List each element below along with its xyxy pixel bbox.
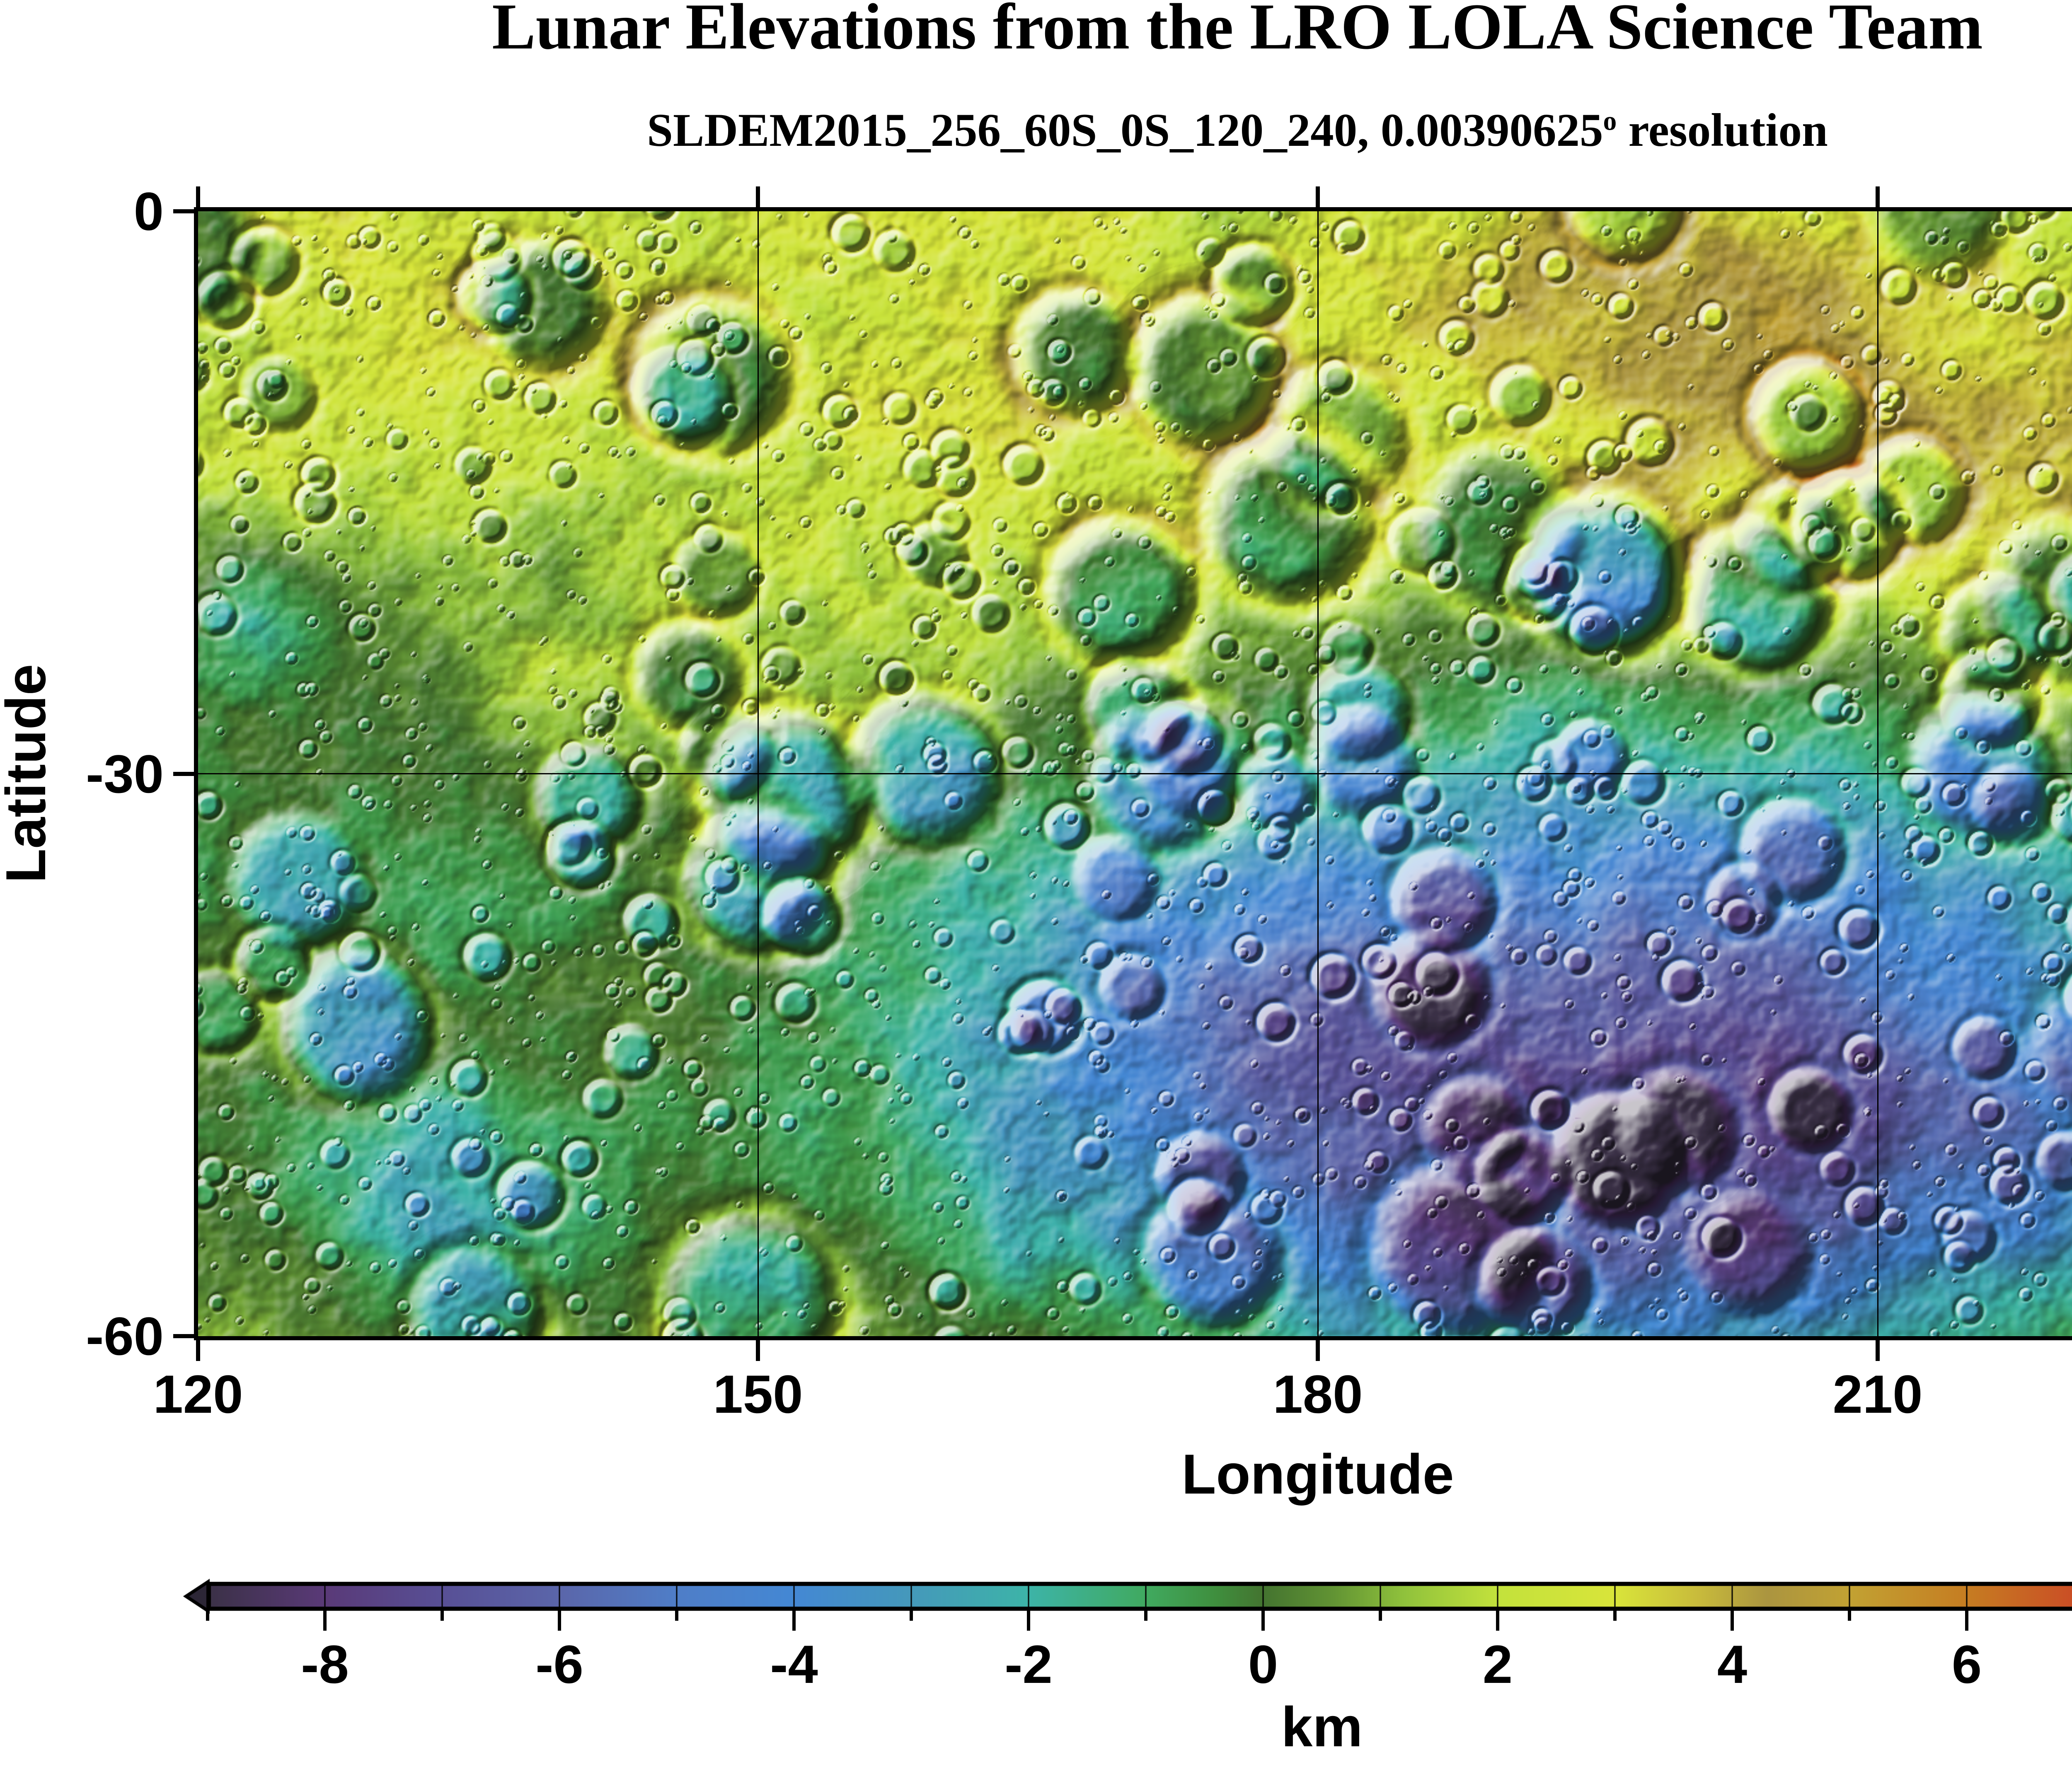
x-tick-top-180 (1316, 186, 1320, 207)
colorbar-tick-1 (1379, 1610, 1382, 1621)
x-tick-bottom-180 (1316, 1340, 1320, 1361)
x-tick-label-120: 120 (153, 1364, 243, 1424)
y-tick-label--30: -30 (86, 743, 164, 804)
x-axis-label: Longitude (1181, 1443, 1454, 1506)
colorbar-tick-label--4: -4 (770, 1634, 818, 1694)
colorbar-tick-2 (1496, 1610, 1499, 1631)
subtitle-text: SLDEM2015_256_60S_0S_120_240, 0.00390625 (647, 104, 1603, 156)
colorbar-canvas (182, 1576, 2072, 1616)
colorbar-tick-label-6: 6 (1951, 1634, 1982, 1694)
x-tick-bottom-120 (196, 1340, 200, 1361)
subtitle-suffix: resolution (1617, 104, 1828, 156)
colorbar-tick--2 (1027, 1610, 1030, 1631)
y-tick-label--60: -60 (86, 1306, 164, 1366)
x-tick-label-150: 150 (713, 1364, 803, 1424)
colorbar-tick--7 (441, 1610, 444, 1621)
y-tick-left--30 (173, 771, 194, 776)
colorbar-tick-label--2: -2 (1005, 1634, 1053, 1694)
y-tick-left--60 (173, 1334, 194, 1338)
colorbar-tick-label-0: 0 (1248, 1634, 1278, 1694)
colorbar-tick--5 (675, 1610, 678, 1621)
x-tick-bottom-150 (756, 1340, 760, 1361)
colorbar-tick-0 (1261, 1610, 1265, 1631)
colorbar-tick-4 (1731, 1610, 1734, 1631)
colorbar-tick-5 (1848, 1610, 1851, 1621)
colorbar-tick-label--8: -8 (301, 1634, 349, 1694)
colorbar-tick-label--6: -6 (535, 1634, 583, 1694)
colorbar-tick--1 (1144, 1610, 1147, 1621)
colorbar-tick--6 (558, 1610, 561, 1631)
x-tick-top-210 (1876, 186, 1880, 207)
colorbar-tick--8 (323, 1610, 327, 1631)
x-tick-bottom-210 (1876, 1340, 1880, 1361)
colorbar-tick-3 (1613, 1610, 1617, 1621)
colorbar-tick-label-2: 2 (1482, 1634, 1513, 1694)
figure-title: Lunar Elevations from the LRO LOLA Scien… (492, 0, 1983, 63)
y-tick-left-0 (173, 209, 194, 213)
colorbar-tick--4 (792, 1610, 796, 1631)
colorbar-tick--9 (206, 1610, 209, 1621)
colorbar-tick-6 (1965, 1610, 1968, 1631)
y-tick-label-0: 0 (133, 181, 164, 242)
colorbar-unit-label: km (1281, 1695, 1363, 1758)
map-gridline-lat--30 (198, 773, 2072, 774)
colorbar-tick-label-4: 4 (1717, 1634, 1748, 1694)
colorbar-tick--3 (910, 1610, 913, 1621)
figure-subtitle: SLDEM2015_256_60S_0S_120_240, 0.00390625… (0, 106, 2072, 155)
degree-symbol: o (1603, 106, 1617, 136)
x-tick-top-150 (756, 186, 760, 207)
x-tick-top-120 (196, 186, 200, 207)
x-tick-label-210: 210 (1832, 1364, 1923, 1424)
x-tick-label-180: 180 (1273, 1364, 1363, 1424)
map-frame (194, 207, 2072, 1340)
